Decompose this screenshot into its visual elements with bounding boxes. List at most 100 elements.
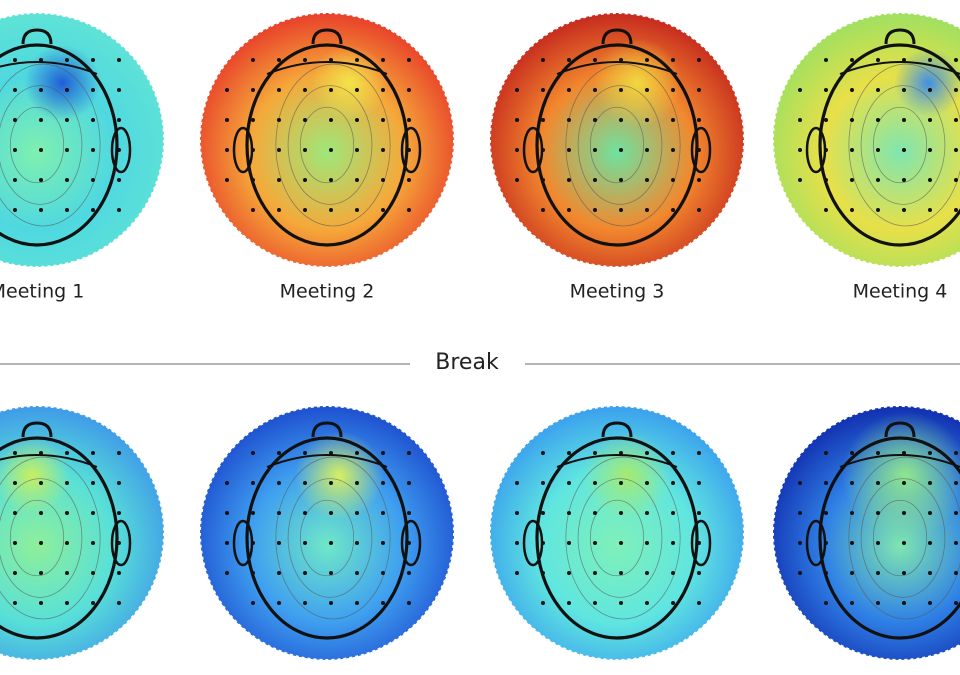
- electrode: [645, 118, 649, 122]
- electrode: [567, 511, 571, 515]
- electrode: [91, 481, 95, 485]
- electrode: [117, 481, 121, 485]
- electrode: [381, 601, 385, 605]
- electrode: [407, 148, 411, 152]
- electrode: [329, 541, 333, 545]
- electrode: [850, 451, 854, 455]
- electrode: [303, 58, 307, 62]
- electrode: [39, 148, 43, 152]
- contour: [860, 85, 946, 205]
- contour: [287, 478, 373, 598]
- electrode: [593, 88, 597, 92]
- electrode: [251, 178, 255, 182]
- electrode: [619, 481, 623, 485]
- electrode: [407, 88, 411, 92]
- electrode: [850, 58, 854, 62]
- electrode: [671, 208, 675, 212]
- topomap: [0, 12, 165, 268]
- electrode: [13, 571, 17, 575]
- electrode: [593, 178, 597, 182]
- contour: [565, 63, 681, 227]
- electrode: [277, 88, 281, 92]
- electrode: [671, 58, 675, 62]
- electrode: [850, 148, 854, 152]
- electrode: [824, 118, 828, 122]
- electrode: [277, 541, 281, 545]
- electrode: [541, 58, 545, 62]
- ear: [690, 126, 712, 174]
- electrode: [303, 541, 307, 545]
- electrode: [954, 208, 958, 212]
- electrode: [593, 571, 597, 575]
- electrode: [645, 451, 649, 455]
- contour: [589, 499, 645, 577]
- electrode: [824, 58, 828, 62]
- scalp-map: [199, 12, 455, 268]
- brow: [839, 61, 960, 75]
- electrode: [645, 511, 649, 515]
- electrode: [39, 601, 43, 605]
- electrode: [619, 178, 623, 182]
- electrode: [645, 481, 649, 485]
- electrode: [225, 118, 229, 122]
- electrode: [117, 118, 121, 122]
- electrode: [697, 118, 701, 122]
- topomap: [199, 405, 455, 661]
- electrode: [697, 58, 701, 62]
- electrode: [954, 148, 958, 152]
- electrode: [515, 541, 519, 545]
- contour: [848, 456, 960, 620]
- electrode: [567, 601, 571, 605]
- electrode: [850, 511, 854, 515]
- electrode: [13, 118, 17, 122]
- electrode: [251, 88, 255, 92]
- electrode: [13, 601, 17, 605]
- electrode: [407, 541, 411, 545]
- electrode: [117, 451, 121, 455]
- head-outline: [245, 43, 409, 247]
- electrode: [39, 451, 43, 455]
- nose: [311, 421, 343, 438]
- ear: [400, 126, 422, 174]
- electrode: [225, 88, 229, 92]
- electrode: [515, 178, 519, 182]
- electrode: [65, 88, 69, 92]
- electrode: [619, 58, 623, 62]
- electrode: [303, 451, 307, 455]
- electrode: [824, 571, 828, 575]
- electrode: [876, 571, 880, 575]
- electrode: [117, 601, 121, 605]
- electrode: [541, 208, 545, 212]
- electrode: [824, 178, 828, 182]
- electrode: [593, 511, 597, 515]
- electrode: [902, 88, 906, 92]
- topomap: [489, 12, 745, 268]
- electrode: [355, 148, 359, 152]
- topomap: [772, 405, 960, 661]
- electrode: [954, 118, 958, 122]
- electrode: [13, 58, 17, 62]
- nose: [601, 28, 633, 45]
- head-outline: [245, 436, 409, 640]
- electrode: [824, 511, 828, 515]
- contour: [0, 456, 101, 620]
- electrode: [407, 571, 411, 575]
- electrode: [876, 451, 880, 455]
- electrode: [928, 58, 932, 62]
- electrode: [13, 451, 17, 455]
- panel-label: Meeting 4: [853, 281, 948, 303]
- electrode: [407, 58, 411, 62]
- electrode: [824, 451, 828, 455]
- panel-label: Meeting 3: [570, 281, 665, 303]
- electrode: [567, 88, 571, 92]
- electrode: [671, 178, 675, 182]
- topomap: [199, 12, 455, 268]
- electrode: [39, 208, 43, 212]
- electrode: [824, 88, 828, 92]
- electrode: [91, 571, 95, 575]
- electrode: [381, 571, 385, 575]
- electrode: [381, 511, 385, 515]
- electrode: [541, 88, 545, 92]
- electrode: [928, 451, 932, 455]
- electrode: [902, 208, 906, 212]
